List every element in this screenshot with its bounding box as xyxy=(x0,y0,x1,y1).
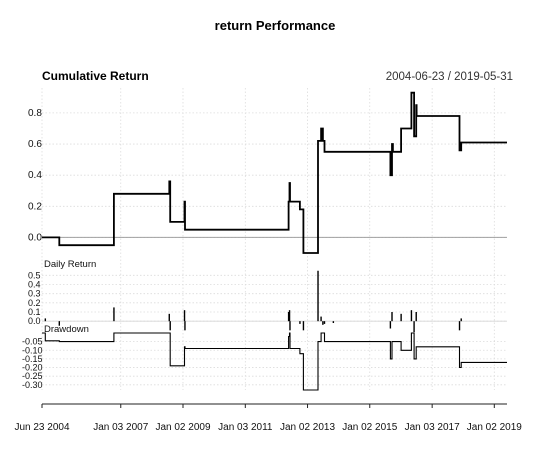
cumulative-period-label: 2004-06-23 / 2019-05-31 xyxy=(386,71,513,83)
daily-y-tick-label: 0.1 xyxy=(28,307,41,317)
cumulative-y-tick-label: 0.0 xyxy=(28,232,42,243)
x-tick-label: Jan 03 2007 xyxy=(93,422,148,433)
cumulative-panel-title: Cumulative Return xyxy=(42,69,149,83)
daily-panel-title: Daily Return xyxy=(44,259,96,270)
grid xyxy=(41,88,507,390)
x-tick-label: Jan 03 2017 xyxy=(405,422,460,433)
data-series xyxy=(42,91,507,391)
daily-y-tick-label: 0.0 xyxy=(28,316,41,326)
chart-title: return Performance xyxy=(215,18,336,33)
x-tick-label: Jan 02 2019 xyxy=(467,422,522,433)
cumulative-y-tick-label: 0.6 xyxy=(28,139,42,150)
drawdown-y-tick-label: -0.20 xyxy=(22,363,43,373)
daily-y-tick-label: 0.3 xyxy=(28,289,41,299)
x-tick-label: Jan 03 2011 xyxy=(218,422,273,433)
x-tick-label: Jan 02 2015 xyxy=(342,422,397,433)
drawdown-y-tick-label: -0.15 xyxy=(22,354,43,364)
reference-lines xyxy=(42,236,507,322)
drawdown-y-tick-label: -0.30 xyxy=(22,380,43,390)
daily-y-tick-label: 0.5 xyxy=(28,270,41,280)
cumulative-y-tick-label: 0.8 xyxy=(28,108,42,119)
cumulative-y-tick-label: 0.2 xyxy=(28,201,42,212)
x-tick-label: Jan 02 2009 xyxy=(155,422,210,433)
drawdown-line xyxy=(42,332,507,391)
cumulative-return-line xyxy=(42,91,507,254)
drawdown-y-tick-label: -0.10 xyxy=(22,345,43,355)
x-tick-label: Jun 23 2004 xyxy=(14,422,69,433)
daily-y-tick-label: 0.4 xyxy=(28,280,41,290)
drawdown-y-tick-label: -0.05 xyxy=(22,337,43,347)
drawdown-panel-title: Drawdown xyxy=(44,324,89,335)
daily-y-tick-label: 0.2 xyxy=(28,298,41,308)
x-tick-label: Jan 02 2013 xyxy=(280,422,335,433)
cumulative-y-tick-label: 0.4 xyxy=(28,170,42,181)
drawdown-y-tick-label: -0.25 xyxy=(22,371,43,381)
axes: 0.80.60.40.20.00.50.40.30.20.10.0-0.05-0… xyxy=(14,108,522,433)
